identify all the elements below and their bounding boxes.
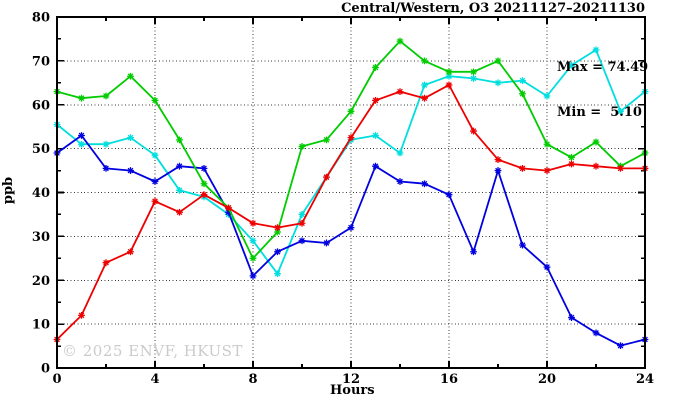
- y-tick-label: 80: [32, 11, 50, 26]
- x-tick-label: 16: [440, 372, 458, 387]
- y-tick-label: 0: [41, 362, 50, 377]
- plot-frame: [56, 16, 646, 369]
- watermark: © 2025 ENVF, HKUST: [62, 342, 243, 360]
- y-tick-label: 20: [32, 274, 50, 289]
- x-tick-label: 24: [636, 372, 654, 387]
- x-tick-label: 4: [150, 372, 159, 387]
- y-tick-label: 60: [32, 98, 50, 113]
- min-value-label: Min = 5.10: [557, 105, 642, 120]
- x-axis-label: Hours: [330, 383, 375, 398]
- y-tick-label: 70: [32, 54, 50, 69]
- chart-title: Central/Western, O3 20211127–20211130: [341, 1, 645, 16]
- maxmin-annotation: Max = 74.49 Min = 5.10: [557, 30, 648, 150]
- x-tick-label: 0: [52, 372, 61, 387]
- x-tick-label: 12: [342, 372, 360, 387]
- y-tick-label: 10: [32, 318, 50, 333]
- y-tick-label: 40: [32, 186, 50, 201]
- max-value-label: Max = 74.49: [557, 60, 649, 75]
- y-tick-label: 50: [32, 142, 50, 157]
- y-axis-label: ppb: [1, 176, 17, 205]
- y-tick-label: 30: [32, 230, 50, 245]
- x-tick-label: 20: [538, 372, 556, 387]
- x-tick-label: 8: [248, 372, 257, 387]
